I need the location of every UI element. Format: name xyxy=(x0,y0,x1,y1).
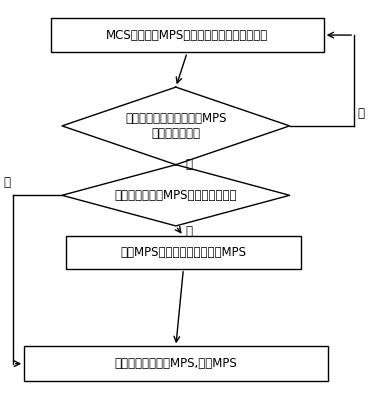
Bar xyxy=(66,236,301,269)
Polygon shape xyxy=(62,165,290,226)
Text: 检查是否有空闲MPS可分配给该会议: 检查是否有空闲MPS可分配给该会议 xyxy=(115,189,237,202)
Bar xyxy=(24,346,327,381)
Polygon shape xyxy=(62,87,290,165)
Bar xyxy=(51,18,324,53)
Text: 将该呼叫分配给该MPS,通知MPS: 将该呼叫分配给该MPS,通知MPS xyxy=(115,357,237,370)
Text: 是: 是 xyxy=(185,224,192,238)
Text: 检查终端所在会议占用的MPS
是否有空闲端口: 检查终端所在会议占用的MPS 是否有空闲端口 xyxy=(125,112,227,140)
Text: 否: 否 xyxy=(185,158,192,171)
Text: 是: 是 xyxy=(4,176,11,189)
Text: MCS从未分配MPS的呼叫链表中取出一个呼叫: MCS从未分配MPS的呼叫链表中取出一个呼叫 xyxy=(106,29,268,42)
Text: 将该MPS分配给该会议，通知MPS: 将该MPS分配给该会议，通知MPS xyxy=(120,246,246,259)
Text: 否: 否 xyxy=(358,107,365,120)
